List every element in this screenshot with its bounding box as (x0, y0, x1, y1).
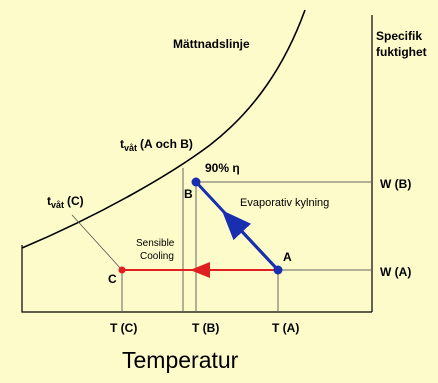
w-tick: W (A) (380, 265, 411, 279)
point-c (118, 266, 126, 274)
t-tick: T (B) (192, 321, 219, 335)
title: Mättnadslinje (173, 37, 250, 51)
efficiency: 90% η (205, 161, 240, 175)
t-tick: T (A) (272, 321, 299, 335)
sensible-label: Cooling (140, 251, 174, 262)
w-tick: W (B) (380, 177, 411, 191)
rest: (A och B) (140, 137, 193, 151)
axes (21, 9, 373, 313)
point-b (191, 177, 201, 187)
evap-arrow (221, 210, 280, 272)
t: t (120, 137, 124, 151)
right-label: fuktighet (376, 45, 427, 59)
t-tick: T (C) (110, 321, 137, 335)
sensible-label: Sensible (136, 238, 175, 249)
evap-label: Evaporativ kylning (240, 197, 329, 209)
right-label: Specifik (376, 29, 422, 43)
label-c: C (108, 272, 117, 286)
t: t (47, 194, 51, 208)
x-axis-label: Temperatur (122, 347, 239, 373)
point-a (273, 265, 283, 275)
wet-bulb-c: tvåt (C) (47, 194, 84, 210)
saturation-curve (21, 9, 306, 249)
label-a: A (283, 250, 292, 264)
wet-bulb-ab: tvåt (A och B) (120, 137, 193, 153)
sub: våt (51, 200, 64, 210)
sub: våt (124, 143, 137, 153)
rest: (C) (67, 194, 84, 208)
label-b: B (184, 187, 193, 201)
